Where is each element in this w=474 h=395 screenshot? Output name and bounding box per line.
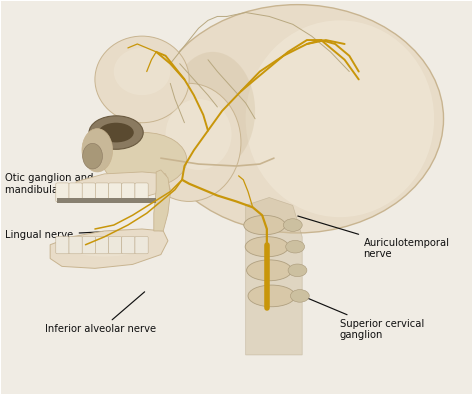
FancyBboxPatch shape: [56, 183, 69, 202]
FancyBboxPatch shape: [122, 183, 135, 202]
FancyBboxPatch shape: [135, 183, 148, 202]
Ellipse shape: [99, 123, 134, 142]
Ellipse shape: [67, 237, 142, 256]
Polygon shape: [246, 198, 302, 355]
Text: Inferior alveolar nerve: Inferior alveolar nerve: [46, 292, 156, 334]
Ellipse shape: [137, 83, 241, 201]
Ellipse shape: [283, 219, 302, 231]
Ellipse shape: [246, 21, 434, 217]
Ellipse shape: [245, 237, 289, 257]
Ellipse shape: [102, 133, 187, 188]
FancyBboxPatch shape: [69, 237, 82, 254]
Ellipse shape: [248, 285, 295, 307]
Ellipse shape: [82, 143, 102, 169]
FancyBboxPatch shape: [95, 237, 109, 254]
Ellipse shape: [152, 5, 444, 233]
Polygon shape: [76, 172, 170, 199]
Ellipse shape: [95, 36, 189, 123]
FancyBboxPatch shape: [57, 198, 156, 203]
Ellipse shape: [286, 241, 305, 253]
FancyBboxPatch shape: [56, 237, 69, 254]
Polygon shape: [50, 229, 168, 268]
Ellipse shape: [114, 48, 170, 95]
Text: Otic ganglion and
mandibular nerve: Otic ganglion and mandibular nerve: [5, 173, 137, 194]
FancyBboxPatch shape: [135, 237, 148, 254]
FancyBboxPatch shape: [109, 183, 122, 202]
FancyBboxPatch shape: [82, 183, 95, 202]
Ellipse shape: [246, 260, 292, 281]
Text: Lingual nerve: Lingual nerve: [5, 230, 118, 240]
Text: Auriculotemporal
nerve: Auriculotemporal nerve: [298, 216, 449, 260]
Ellipse shape: [288, 264, 307, 276]
FancyBboxPatch shape: [95, 183, 109, 202]
Ellipse shape: [244, 215, 285, 235]
FancyBboxPatch shape: [109, 237, 122, 254]
Ellipse shape: [82, 129, 113, 172]
Ellipse shape: [89, 116, 143, 149]
FancyBboxPatch shape: [69, 183, 82, 202]
Ellipse shape: [170, 52, 255, 170]
FancyBboxPatch shape: [122, 237, 135, 254]
Text: Superior cervical
ganglion: Superior cervical ganglion: [295, 293, 424, 340]
FancyBboxPatch shape: [82, 237, 95, 254]
Polygon shape: [154, 170, 170, 231]
Ellipse shape: [165, 99, 231, 170]
Ellipse shape: [291, 290, 309, 302]
